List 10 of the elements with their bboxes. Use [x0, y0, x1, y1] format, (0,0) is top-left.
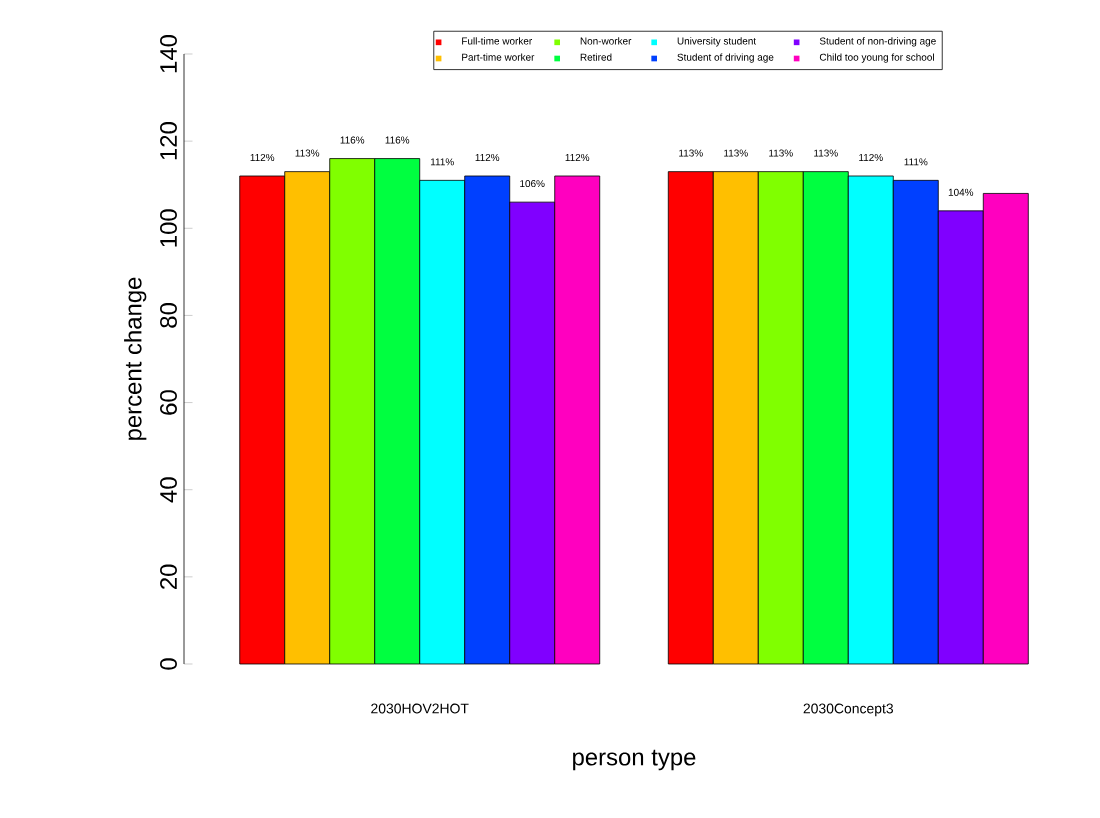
y-tick-label: 20 — [160, 564, 177, 589]
y-tick-label: 80 — [160, 303, 177, 328]
y-tick-label: 140 — [160, 34, 177, 73]
y-tick-label: 100 — [160, 209, 177, 247]
y-tick-label: 60 — [160, 390, 177, 415]
x-axis-title: person type — [573, 749, 696, 771]
y-tick-label: 40 — [160, 477, 177, 503]
y-axis-title: percent change — [124, 277, 147, 440]
y-tick-label: 0 — [160, 658, 177, 670]
y-tick-label: 120 — [160, 122, 177, 160]
